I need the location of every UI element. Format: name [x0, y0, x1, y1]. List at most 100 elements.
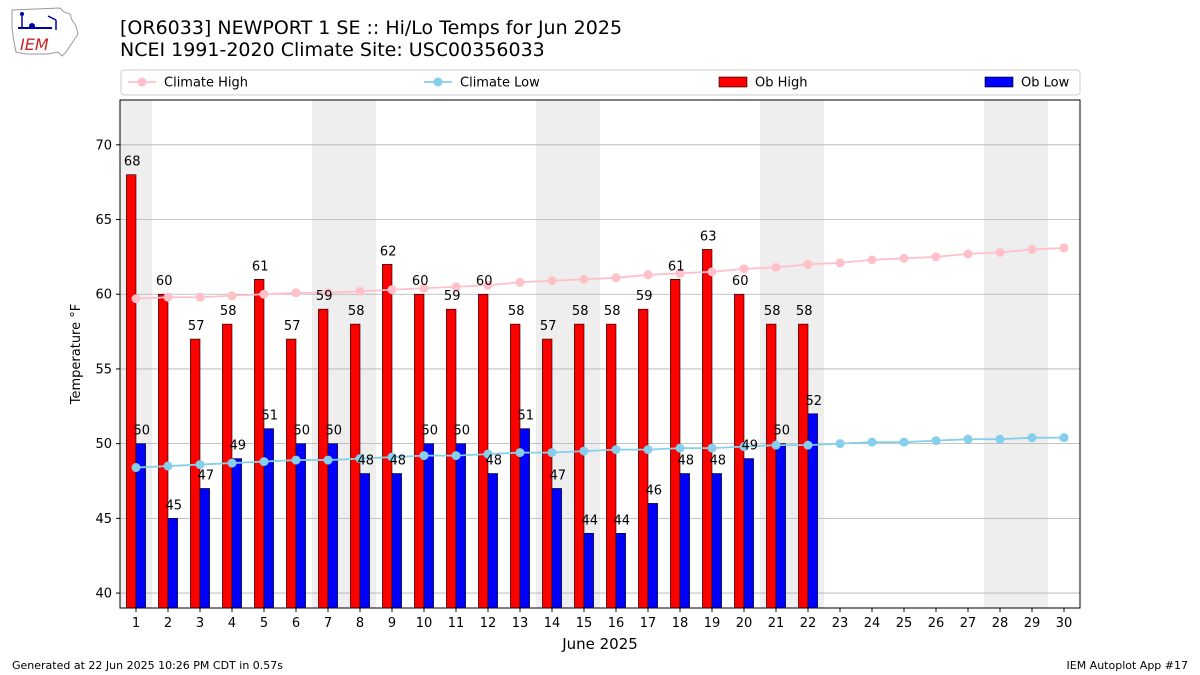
- y-tick-label: 70: [95, 138, 112, 153]
- x-tick-label: 18: [672, 616, 689, 631]
- climate-low-point: [771, 440, 781, 450]
- ob-high-bar: [766, 323, 777, 609]
- ob-high-bar: [606, 323, 617, 609]
- ob-high-bar: [798, 323, 809, 609]
- climate-low-point: [227, 458, 237, 468]
- plot-frame: [119, 99, 1081, 609]
- ob-high-bar: [414, 293, 425, 609]
- x-tick-label: 5: [260, 616, 268, 631]
- climate-low-point: [547, 448, 557, 458]
- x-tick-label: 26: [928, 616, 945, 631]
- climate-high-line: [135, 247, 1065, 300]
- ob-high-label: 58: [572, 304, 589, 319]
- ob-low-label: 46: [646, 483, 663, 498]
- ob-high-label: 63: [700, 229, 717, 244]
- x-tick-label: 11: [448, 616, 465, 631]
- x-tick-label: 14: [544, 616, 561, 631]
- ob-low-label: 48: [486, 454, 503, 469]
- climate-low-point: [995, 434, 1005, 444]
- ob-low-label: 49: [742, 439, 759, 454]
- climate-high-point: [803, 259, 813, 269]
- ob-high-label: 58: [220, 304, 237, 319]
- climate-low-point: [1027, 433, 1037, 443]
- climate-low-point: [323, 455, 333, 465]
- climate-low-point: [195, 460, 205, 470]
- ob-low-bar: [231, 458, 242, 609]
- ob-high-bar: [670, 278, 681, 609]
- legend-ob-low-label: Ob Low: [1021, 76, 1070, 91]
- ob-low-label: 47: [198, 468, 215, 483]
- climate-high-point: [643, 270, 653, 280]
- ob-high-label: 59: [316, 289, 333, 304]
- ob-low-bar: [679, 473, 690, 609]
- x-tick-label: 19: [704, 616, 721, 631]
- climate-low-point: [387, 452, 397, 462]
- x-tick-label: 28: [992, 616, 1009, 631]
- y-tick-label: 50: [95, 437, 112, 452]
- ob-low-bar: [647, 503, 658, 609]
- climate-low-point: [483, 449, 493, 459]
- ob-high-label: 58: [604, 304, 621, 319]
- climate-high-point: [483, 280, 493, 290]
- generated-note: Generated at 22 Jun 2025 10:26 PM CDT in…: [12, 659, 284, 672]
- ob-low-label: 50: [774, 424, 791, 439]
- climate-low-point: [963, 434, 973, 444]
- climate-low-point: [259, 457, 269, 467]
- climate-low-point: [643, 445, 653, 455]
- ob-low-bar: [583, 532, 594, 609]
- ob-high-label: 68: [124, 155, 141, 170]
- legend-climate-high-marker: [137, 77, 147, 87]
- climate-high-point: [547, 276, 557, 286]
- climate-high-point: [835, 258, 845, 268]
- ob-low-label: 48: [678, 454, 695, 469]
- x-tick-label: 15: [576, 616, 593, 631]
- x-tick-label: 29: [1024, 616, 1041, 631]
- x-tick-label: 1: [132, 616, 140, 631]
- ob-low-bar: [295, 443, 306, 609]
- x-tick-label: 9: [388, 616, 396, 631]
- x-tick-label: 12: [480, 616, 497, 631]
- ob-high-bar: [126, 174, 137, 609]
- climate-low-point: [451, 451, 461, 461]
- x-tick-label: 24: [864, 616, 881, 631]
- x-tick-label: 25: [896, 616, 913, 631]
- ob-low-label: 44: [582, 513, 599, 528]
- legend-box: [120, 69, 1081, 96]
- ob-high-bar: [574, 323, 585, 609]
- ob-high-label: 60: [732, 274, 749, 289]
- legend-ob-low-swatch: [984, 76, 1014, 88]
- climate-high-point: [867, 255, 877, 265]
- ob-low-label: 51: [262, 409, 279, 424]
- climate-high-point: [995, 247, 1005, 257]
- x-tick-label: 3: [196, 616, 204, 631]
- ob-low-bar: [455, 443, 466, 609]
- x-tick-label: 4: [228, 616, 236, 631]
- x-tick-label: 16: [608, 616, 625, 631]
- ob-low-bar: [615, 532, 626, 609]
- climate-high-point: [387, 285, 397, 295]
- ob-low-label: 45: [166, 498, 183, 513]
- climate-high-point: [675, 268, 685, 278]
- ob-high-bar: [254, 278, 265, 609]
- ob-high-bar: [382, 264, 393, 609]
- climate-high-point: [515, 277, 525, 287]
- climate-low-point: [931, 436, 941, 446]
- climate-high-point: [707, 267, 717, 277]
- chart-subtitle: NCEI 1991-2020 Climate Site: USC00356033: [120, 39, 545, 61]
- ob-high-label: 61: [668, 259, 685, 274]
- ob-low-bar: [711, 473, 722, 609]
- climate-low-point: [355, 454, 365, 464]
- ob-high-label: 60: [476, 274, 493, 289]
- climate-high-point: [963, 249, 973, 259]
- x-tick-label: 8: [356, 616, 364, 631]
- x-tick-label: 17: [640, 616, 657, 631]
- climate-high-point: [163, 292, 173, 302]
- ob-low-label: 50: [134, 424, 151, 439]
- climate-low-point: [835, 439, 845, 449]
- climate-low-point: [611, 445, 621, 455]
- climate-high-point: [739, 264, 749, 274]
- ob-high-bar: [702, 249, 713, 609]
- ob-low-bar: [551, 488, 562, 609]
- x-tick-label: 30: [1056, 616, 1073, 631]
